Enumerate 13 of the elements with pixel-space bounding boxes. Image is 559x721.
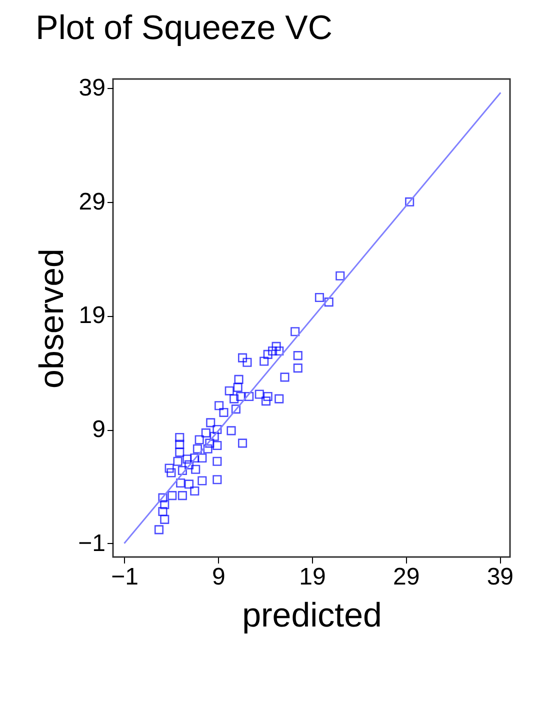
x-axis-title: predicted xyxy=(242,596,382,634)
x-tick-label: 39 xyxy=(486,564,514,590)
y-tick-label: 19 xyxy=(78,302,106,330)
x-tick-label: 9 xyxy=(212,564,226,590)
chart-title: Plot of Squeeze VC xyxy=(36,9,332,48)
y-tick-label: −1 xyxy=(78,530,106,557)
y-tick-label: 9 xyxy=(92,416,106,444)
x-tick-label: 19 xyxy=(299,564,326,590)
y-tick-label: 29 xyxy=(78,188,106,216)
x-tick-label: 29 xyxy=(392,564,420,590)
x-tick-label: −1 xyxy=(111,564,138,590)
y-axis-title: observed xyxy=(33,248,72,388)
y-tick-label: 39 xyxy=(78,74,106,102)
